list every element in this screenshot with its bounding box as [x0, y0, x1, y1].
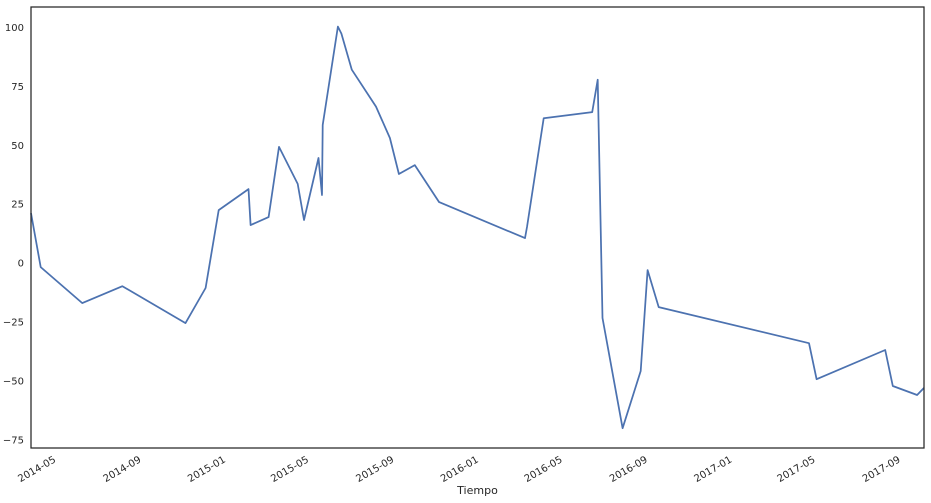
y-tick-label: 25	[11, 200, 24, 211]
x-tick-label: 2015-01	[186, 455, 228, 485]
y-tick-label: −25	[3, 317, 24, 328]
x-axis-label: Tiempo	[456, 484, 498, 497]
x-tick-label: 2016-09	[608, 455, 650, 485]
y-tick-label: −50	[3, 376, 24, 387]
x-tick-label: 2017-01	[693, 455, 735, 485]
x-tick-label: 2016-01	[439, 455, 481, 485]
x-tick-label: 2016-05	[523, 455, 565, 485]
y-tick-label: 75	[11, 82, 24, 93]
plot-frame	[30, 6, 925, 449]
y-tick-label: 50	[11, 141, 24, 152]
x-tick-label: 2014-05	[16, 455, 58, 485]
y-tick-label: 100	[5, 23, 24, 34]
y-tick-label: −75	[3, 435, 24, 446]
x-tick-label: 2015-05	[269, 455, 311, 485]
x-axis: 2014-05 2014-09 2015-01 2015-05 2015-09 2016-…	[16, 455, 902, 485]
y-tick-label: 0	[18, 259, 24, 270]
y-axis: −75 −50 −25 0 25 50 75 100	[3, 23, 24, 446]
series-layer	[30, 25, 925, 430]
x-tick-label: 2014-09	[102, 455, 144, 485]
x-tick-label: 2015-09	[354, 455, 396, 485]
x-tick-label: 2017-05	[776, 455, 818, 485]
x-tick-label: 2017-09	[861, 455, 903, 485]
series-line	[30, 25, 925, 430]
